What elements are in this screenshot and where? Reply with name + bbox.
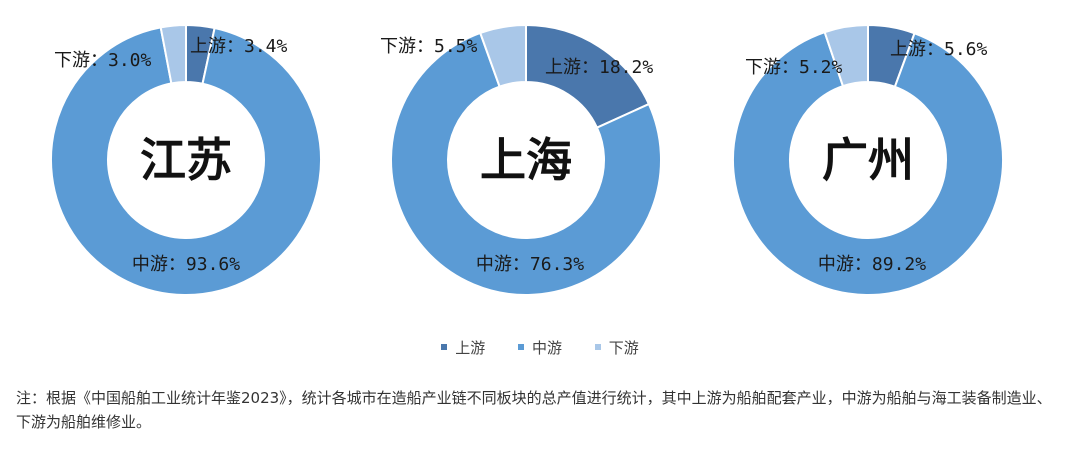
legend-item-downstream[interactable]: 下游 <box>594 337 639 358</box>
donut-0-label-downstream: 下游：3.0% <box>54 50 152 71</box>
legend-swatch-downstream <box>594 344 601 350</box>
legend-item-upstream[interactable]: 上游 <box>441 337 485 358</box>
donut-1-center-label: 上海 <box>480 133 572 187</box>
legend-swatch-upstream <box>441 344 448 350</box>
donut-0-slice-downstream[interactable] <box>159 23 187 85</box>
donut-1-label-upstream: 上游：18.2% <box>545 57 653 78</box>
legend: 上游 中游 下游 <box>0 336 1080 358</box>
legend-label-upstream: 上游 <box>455 338 486 357</box>
donut-2-slice-midstream[interactable] <box>732 30 1004 296</box>
footnote: 注：根据《中国船舶工业统计年鉴2023》，统计各城市在造船产业链不同板块的总产值… <box>16 389 1052 431</box>
donut-1-slice-downstream[interactable] <box>478 23 527 88</box>
donut-0-slice-midstream[interactable] <box>50 26 322 296</box>
legend-swatch-midstream <box>517 344 524 350</box>
donut-2-center-label: 广州 <box>822 133 914 187</box>
donut-2-slice-downstream[interactable] <box>823 23 869 88</box>
donut-0-center-label: 江苏 <box>140 133 232 187</box>
donut-2-label-upstream: 上游：5.6% <box>890 39 988 60</box>
legend-item-midstream[interactable]: 中游 <box>517 337 562 358</box>
donut-0-label-upstream: 上游：3.4% <box>190 36 288 57</box>
legend-label-midstream: 中游 <box>531 338 562 357</box>
donut-2-label-midstream: 中游：89.2% <box>818 254 926 275</box>
donut-1-label-downstream: 下游：5.5% <box>380 36 478 57</box>
donut-1-slice-midstream[interactable] <box>390 31 662 296</box>
donut-2-label-downstream: 下游：5.2% <box>745 57 843 78</box>
legend-label-downstream: 下游 <box>608 338 639 357</box>
donut-1-label-midstream: 中游：76.3% <box>476 254 584 275</box>
donut-charts: 上游：3.4% 中游：93.6% 下游：3.0% 江苏 上游：18.2% 中游：76.3%… <box>50 23 1004 296</box>
donut-0-label-midstream: 中游：93.6% <box>132 254 240 275</box>
